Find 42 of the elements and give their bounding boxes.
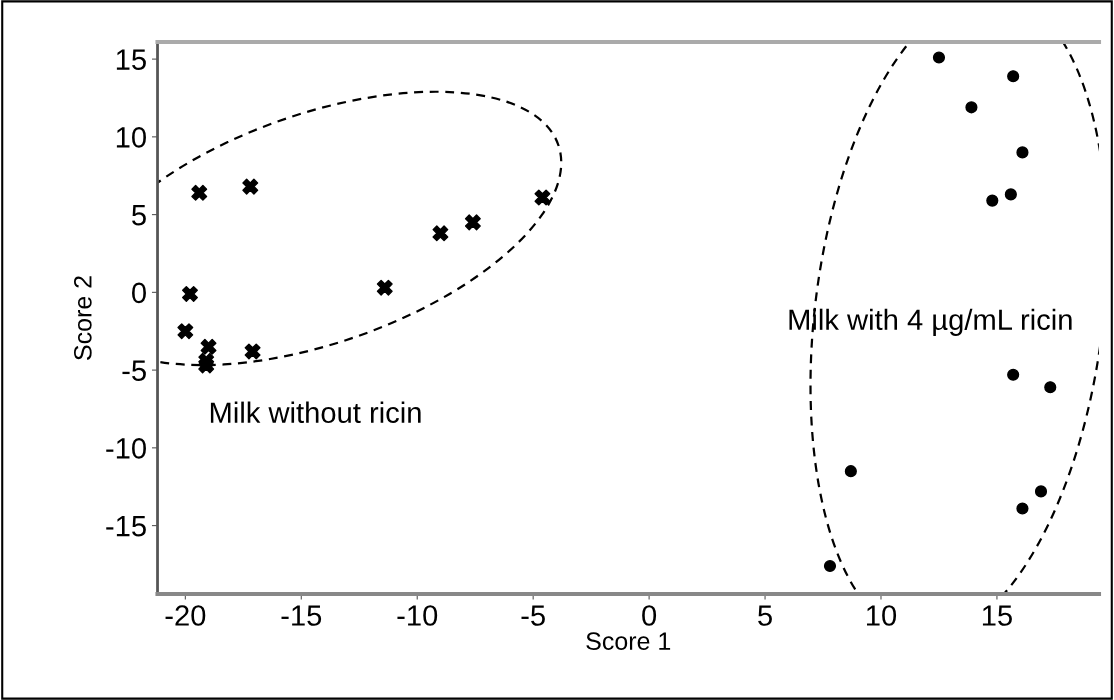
point [1034, 485, 1048, 498]
y-tick-label: -10 [106, 438, 146, 459]
point [1007, 368, 1020, 381]
y-tick-label: 15 [116, 49, 146, 70]
point [1016, 502, 1029, 515]
point [965, 101, 978, 114]
point [1044, 381, 1057, 394]
point [1007, 70, 1020, 83]
x-tick-label: -10 [397, 605, 438, 626]
y-tick-label: 10 [116, 127, 146, 148]
series-label: Milk without ricin [210, 401, 421, 424]
y-axis-title: Score 2 [73, 276, 92, 360]
point [986, 194, 999, 207]
series-label: Milk with 4 µg/mL ricin [789, 308, 1072, 336]
point [244, 343, 261, 360]
x-tick-label: 15 [982, 605, 1012, 626]
point [376, 279, 393, 296]
point [242, 178, 259, 195]
point [182, 285, 198, 302]
x-tick-label: -15 [281, 605, 322, 626]
point [823, 559, 837, 573]
x-tick-label: 5 [758, 605, 772, 626]
point [191, 184, 208, 201]
x-tick-label: 0 [642, 605, 657, 626]
point [198, 357, 215, 374]
x-tick-label: 10 [867, 605, 897, 626]
point [932, 51, 946, 64]
point [534, 189, 551, 206]
point [844, 465, 857, 478]
y-tick-label: -15 [106, 516, 146, 537]
x-tick-label: -5 [521, 605, 545, 626]
x-axis-title: Score 1 [586, 632, 671, 650]
y-tick-label: -5 [122, 360, 146, 381]
point [464, 214, 481, 231]
point [1016, 146, 1029, 159]
x-tick-label: -20 [165, 605, 206, 626]
point [200, 338, 217, 355]
point [432, 225, 449, 242]
point [177, 323, 194, 340]
point [1004, 188, 1017, 201]
y-tick-label: 5 [132, 205, 146, 226]
y-tick-label: 0 [132, 282, 146, 304]
